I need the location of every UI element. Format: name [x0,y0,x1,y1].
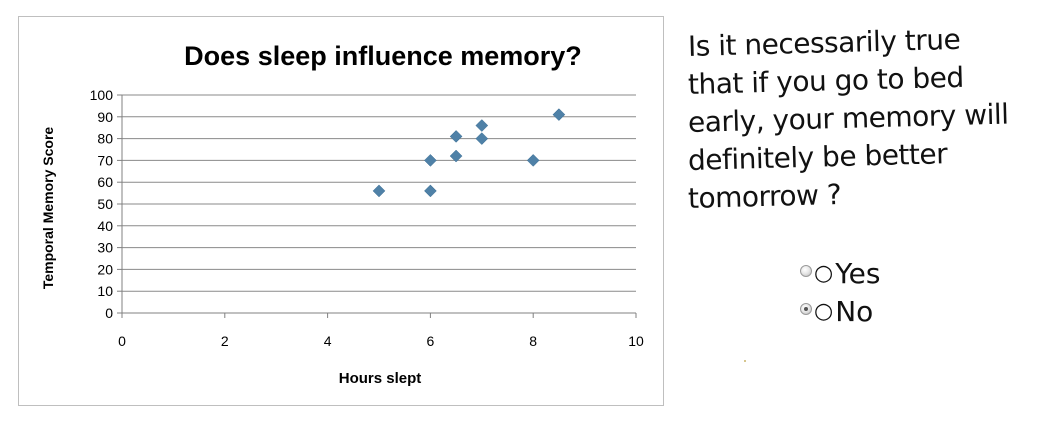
data-point [449,130,463,143]
data-point [475,119,489,132]
x-tick-label: 10 [628,333,644,349]
y-tick-label: 50 [97,196,113,212]
data-point [424,154,437,167]
x-tick-label: 6 [427,333,435,349]
y-tick-label: 0 [105,305,113,321]
y-tick-label: 100 [90,87,114,103]
data-point [526,154,540,167]
data-point [475,132,489,145]
chart-title: Does sleep influence memory? [184,41,582,71]
y-tick-label: 30 [97,240,113,256]
data-point [424,184,437,198]
radio-no[interactable] [800,303,812,315]
data-point [552,108,566,121]
question-line-5: tomorrow ? [687,177,842,215]
data-point [449,149,463,163]
x-tick-label: 2 [221,333,229,349]
data-point [372,184,386,198]
y-tick-label: 80 [97,131,113,147]
y-tick-label: 20 [97,261,113,277]
x-tick-label: 4 [324,333,332,349]
y-tick-label: 70 [97,152,113,168]
option-no-label: No [835,294,874,328]
speck-mark [744,360,746,362]
x-tick-label: 0 [118,333,126,349]
scatter-chart: Does sleep influence memory?010203040506… [40,41,644,387]
option-no[interactable]: ○ No [800,292,880,330]
y-axis-label: Temporal Memory Score [40,127,56,290]
option-yes[interactable]: ○ Yes [800,254,880,292]
y-tick-label: 40 [97,218,113,234]
y-tick-label: 10 [97,283,113,299]
x-tick-label: 8 [529,333,537,349]
y-tick-label: 60 [97,174,113,190]
option-yes-label: Yes [835,256,881,290]
radio-yes[interactable] [800,265,812,277]
answer-options: ○ Yes ○ No [800,254,880,330]
chart-frame: Does sleep influence memory? 0 10 20 30 40 50 6… [18,16,664,406]
y-tick-label: 90 [97,109,113,125]
x-axis-label: Hours slept [339,370,422,387]
question-panel: Is it necessarily true that if you go to… [687,23,1043,218]
hand-drawn-circle-icon: ○ [814,260,834,286]
hand-drawn-circle-icon: ○ [814,298,834,324]
